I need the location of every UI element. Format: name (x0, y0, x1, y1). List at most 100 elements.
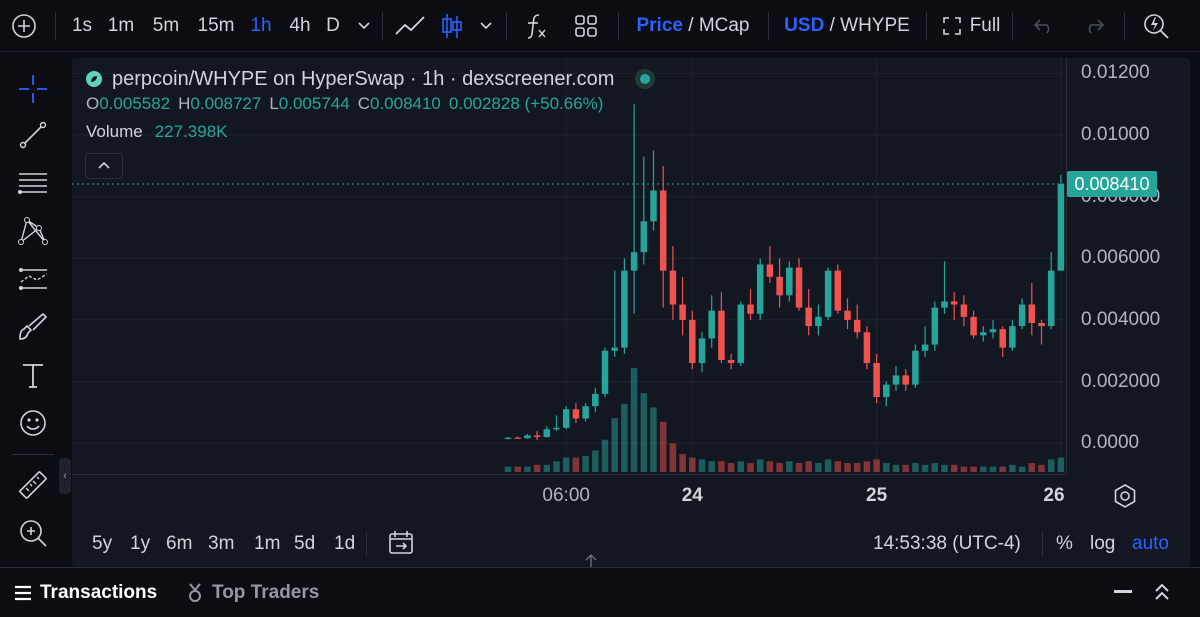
candle[interactable] (572, 403, 580, 424)
collapse-toolbar-button[interactable]: ‹ (59, 458, 71, 494)
tab-transactions[interactable]: Transactions (14, 582, 157, 604)
candle[interactable] (659, 165, 667, 308)
candle[interactable] (902, 369, 909, 391)
candle[interactable] (912, 344, 919, 388)
candle[interactable] (1057, 175, 1065, 271)
candle[interactable] (834, 264, 842, 314)
candle[interactable] (970, 310, 977, 339)
percent-scale-toggle[interactable]: % (1056, 533, 1073, 554)
brush-tool[interactable] (14, 308, 52, 346)
trend-line-tool[interactable] (14, 116, 52, 154)
range-1y[interactable]: 1y (130, 533, 151, 554)
candle[interactable] (921, 326, 929, 357)
candle[interactable] (650, 150, 657, 231)
auto-scale-toggle[interactable]: auto (1132, 533, 1169, 554)
emoji-tool[interactable] (14, 404, 52, 442)
candle[interactable] (756, 258, 764, 320)
candle[interactable] (553, 415, 560, 431)
candle[interactable] (718, 292, 725, 364)
candle[interactable] (679, 276, 686, 336)
indicators-button[interactable] (520, 0, 552, 52)
candle[interactable] (582, 403, 589, 422)
tab-top-traders[interactable]: Top Traders (186, 582, 319, 604)
candle[interactable] (960, 295, 968, 327)
intervals-dropdown[interactable] (352, 0, 376, 52)
pattern-tool[interactable] (14, 212, 52, 250)
candle[interactable] (747, 289, 754, 320)
candle[interactable] (931, 301, 939, 351)
candle[interactable] (1028, 282, 1036, 336)
price-axis[interactable]: 0.012000.010000.0080000.0060000.0040000.… (1066, 58, 1190, 474)
candle[interactable] (1009, 319, 1016, 351)
candle[interactable] (592, 387, 599, 413)
candle[interactable] (892, 366, 900, 391)
interval-1m[interactable]: 1m (107, 15, 135, 36)
clock-timezone[interactable]: 14:53:38 (UTC-4) (873, 533, 1021, 554)
interval-15m[interactable]: 15m (197, 15, 235, 36)
price-mcap-toggle[interactable]: Price / MCap (636, 0, 750, 52)
candle[interactable] (815, 304, 822, 336)
quick-search-button[interactable] (1140, 0, 1172, 52)
candle[interactable] (1018, 298, 1026, 330)
interval-1h[interactable]: 1h (250, 15, 272, 36)
interval-1s[interactable]: 1s (71, 15, 93, 36)
candle[interactable] (689, 310, 696, 370)
candle[interactable] (727, 353, 735, 370)
candle[interactable] (640, 156, 648, 265)
prediction-tool[interactable] (14, 260, 52, 298)
collapse-legend-button[interactable] (85, 153, 123, 179)
currency-toggle[interactable]: USD / WHYPE (784, 0, 910, 52)
add-symbol-button[interactable] (8, 0, 40, 52)
range-3m[interactable]: 3m (208, 533, 235, 554)
time-axis[interactable]: 06:00 24 25 26 (72, 474, 1066, 514)
candle[interactable] (514, 436, 521, 439)
candle[interactable] (708, 295, 715, 348)
range-5d[interactable]: 5d (294, 533, 316, 554)
whype-option[interactable]: WHYPE (840, 15, 910, 36)
candle[interactable] (805, 289, 812, 336)
candle[interactable] (1047, 252, 1055, 330)
minimize-icon[interactable] (1114, 590, 1132, 593)
candle[interactable] (1038, 319, 1045, 345)
price-plot[interactable] (72, 58, 1066, 474)
candle[interactable] (941, 261, 948, 314)
range-1m[interactable]: 1m (254, 533, 281, 554)
candle[interactable] (883, 381, 890, 407)
expand-panel-button[interactable] (1154, 582, 1170, 607)
measure-tool[interactable] (14, 466, 52, 504)
log-scale-toggle[interactable]: log (1090, 533, 1116, 554)
candle[interactable] (863, 326, 871, 370)
interval-5m[interactable]: 5m (152, 15, 180, 36)
chart-type-dropdown[interactable] (474, 0, 498, 52)
range-6m[interactable]: 6m (166, 533, 193, 554)
fullscreen-button[interactable]: Full (940, 0, 1002, 52)
chart-settings-button[interactable] (1112, 483, 1138, 509)
candle[interactable] (824, 267, 832, 320)
candle[interactable] (504, 437, 512, 440)
line-chart-type-button[interactable] (392, 0, 428, 52)
candle[interactable] (795, 258, 803, 311)
interval-d[interactable]: D (326, 15, 340, 36)
candle[interactable] (669, 245, 677, 320)
candlestick-chart[interactable] (72, 58, 1066, 474)
candle[interactable] (786, 261, 793, 302)
undo-button[interactable] (1030, 0, 1058, 52)
candle[interactable] (873, 353, 880, 404)
layouts-button[interactable] (570, 0, 602, 52)
redo-button[interactable] (1080, 0, 1108, 52)
usd-option[interactable]: USD (784, 15, 825, 36)
crosshair-tool[interactable] (14, 70, 52, 108)
interval-4h[interactable]: 4h (289, 15, 311, 36)
text-tool[interactable] (14, 356, 52, 394)
candles-chart-type-button[interactable] (438, 0, 466, 52)
candle[interactable] (611, 270, 618, 357)
candle[interactable] (543, 426, 551, 438)
candle[interactable] (524, 433, 531, 439)
candle[interactable] (630, 104, 638, 314)
candle[interactable] (766, 245, 774, 283)
candle[interactable] (980, 326, 987, 342)
candle[interactable] (989, 319, 997, 339)
range-1d[interactable]: 1d (334, 533, 356, 554)
candle[interactable] (844, 298, 851, 330)
candle[interactable] (533, 430, 541, 441)
